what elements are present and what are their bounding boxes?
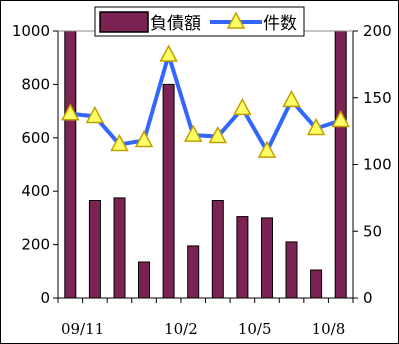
line-point-9 [282, 89, 301, 108]
bar-6 [211, 200, 224, 299]
left-tick-label-1: 200 [21, 236, 50, 254]
bar-4 [162, 83, 175, 299]
x-tick-label-7: 10/5 [238, 320, 272, 338]
legend-bar-swatch [99, 11, 149, 33]
bar-1 [88, 200, 101, 299]
legend-bar-label: 負債額 [150, 14, 201, 34]
legend-line-label: 件数 [263, 14, 297, 34]
legend: 負債額 件数 [94, 6, 305, 37]
line-point-2 [110, 133, 129, 152]
line-point-6 [208, 125, 228, 144]
line-point-4 [159, 44, 178, 62]
left-tick-label-4: 800 [21, 75, 50, 93]
line-point-11 [331, 109, 350, 128]
legend-line-marker [226, 11, 246, 29]
bar-2 [113, 197, 126, 299]
line-point-10 [306, 117, 326, 136]
line-point-1 [85, 105, 105, 124]
bar-9 [285, 241, 298, 299]
left-tick-label-2: 400 [21, 182, 50, 200]
line-point-0 [61, 103, 80, 121]
line-point-3 [134, 129, 154, 148]
right-tick-label-0: 0 [363, 289, 373, 307]
bar-11 [334, 30, 347, 299]
right-tick-label-2: 100 [363, 156, 392, 174]
x-tick-label-10: 10/8 [312, 320, 346, 338]
left-tick-label-0: 0 [40, 289, 50, 307]
bar-0 [64, 30, 77, 299]
right-tick-label-1: 50 [363, 222, 382, 240]
bar-8 [261, 217, 273, 299]
axes-layer: 0 200 400 600 800 1000 0 50 100 150 200 09/11 10/2 10… [12, 22, 392, 338]
bar-5 [187, 245, 200, 299]
line-point-5 [183, 124, 203, 142]
bar-3 [138, 261, 150, 299]
bar-10 [310, 269, 323, 299]
x-tick-label-4: 10/2 [164, 320, 198, 338]
right-tick-label-3: 150 [363, 89, 392, 107]
x-tick-label-0: 09/11 [61, 320, 104, 338]
bar-7 [236, 216, 249, 299]
line-point-8 [257, 140, 277, 158]
line-point-7 [233, 97, 252, 116]
right-tick-label-4: 200 [363, 22, 392, 40]
line-series-layer [61, 44, 350, 158]
left-tick-label-3: 600 [21, 129, 50, 147]
left-tick-label-5: 1000 [12, 22, 50, 40]
